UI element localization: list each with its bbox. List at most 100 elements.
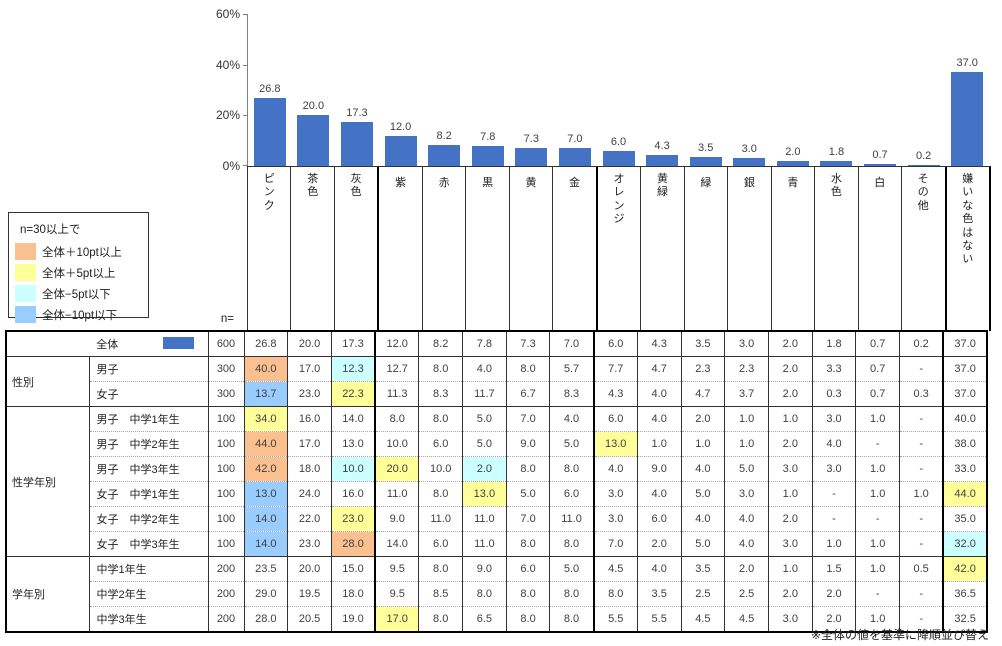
table-value-cell: 2.0 bbox=[680, 406, 726, 432]
table-row: 女子 中学1年生 100 13.0 24.0 16.0 11.0 8.0 13.0 5.0 6.0… bbox=[6, 481, 988, 507]
table-value-cell: 3.0 bbox=[811, 456, 857, 482]
table-value-cell: 3.3 bbox=[811, 356, 857, 382]
table-value-cell: 4.0 bbox=[680, 506, 726, 532]
table-value-cell: 7.0 bbox=[505, 406, 551, 432]
legend-items: 全体＋10pt以上 全体＋5pt以上 全体−5pt以下 全体−10pt以下 bbox=[9, 241, 148, 325]
table-value-cell: - bbox=[811, 481, 857, 507]
table-value-cell: - bbox=[855, 506, 901, 532]
table-value-cell: 23.0 bbox=[287, 381, 332, 407]
category-label: 金 bbox=[553, 167, 598, 331]
row-label-cell: 中学3年生 bbox=[88, 606, 209, 632]
table-value-cell: 2.3 bbox=[680, 356, 726, 382]
table-value-cell: - bbox=[811, 506, 857, 532]
table-value-cell: 1.0 bbox=[767, 406, 813, 432]
table-value-cell: 17.0 bbox=[287, 356, 332, 382]
table-value-cell: 8.3 bbox=[549, 381, 595, 407]
bar-value-label: 0.7 bbox=[872, 149, 888, 161]
table-value-cell: 14.0 bbox=[374, 531, 420, 557]
legend-swatch-plus5 bbox=[15, 264, 36, 281]
category-label-text: 灰色 bbox=[350, 173, 362, 199]
table-value-cell: 1.0 bbox=[855, 556, 901, 582]
table-value-cell: 3.7 bbox=[724, 381, 769, 407]
table-value-cell: 6.0 bbox=[636, 506, 682, 532]
row-label-cell: 男子 中学2年生 bbox=[88, 431, 209, 457]
table-value-cell: 20.5 bbox=[287, 606, 332, 632]
table-row: 女子 中学2年生 100 14.0 22.0 23.0 9.0 11.0 11.0 7.0 11.… bbox=[6, 506, 988, 532]
table-value-cell: - bbox=[899, 581, 945, 607]
table-value-cell: 8.0 bbox=[549, 606, 595, 632]
category-label: 銀 bbox=[728, 167, 772, 331]
table-value-cell: 4.0 bbox=[549, 406, 595, 432]
bar-value-label: 7.3 bbox=[523, 133, 539, 145]
category-label: 茶色 bbox=[291, 167, 335, 331]
table-value-cell: 1.0 bbox=[767, 481, 813, 507]
table-row: 女子 中学3年生 100 14.0 23.0 28.0 14.0 6.0 11.0 8.0 8.0… bbox=[6, 531, 988, 557]
category-label: 黄 bbox=[510, 167, 554, 331]
row-label-cell: 男子 中学3年生 bbox=[88, 456, 209, 482]
table-row: 中学3年生 200 28.0 20.5 19.0 17.0 8.0 6.5 8.0 8.0 5.5 5… bbox=[6, 606, 988, 632]
table-value-cell: 22.0 bbox=[287, 506, 332, 532]
n-value-cell: 100 bbox=[207, 406, 245, 432]
table-value-cell: 3.0 bbox=[593, 481, 638, 507]
table-value-cell: 34.0 bbox=[243, 406, 289, 432]
table-value-cell: - bbox=[899, 406, 945, 432]
table-value-cell: 1.0 bbox=[855, 481, 901, 507]
table-value-cell: 4.0 bbox=[724, 531, 769, 557]
table-value-cell: - bbox=[899, 456, 945, 482]
table-value-cell: 14.0 bbox=[243, 531, 289, 557]
category-label-text: 赤 bbox=[438, 177, 450, 189]
table-value-cell: 13.7 bbox=[243, 381, 289, 407]
table-value-cell: 2.0 bbox=[767, 356, 813, 382]
table-value-cell: 4.0 bbox=[636, 406, 682, 432]
y-axis-tick-mark bbox=[243, 64, 248, 66]
table-value-cell: 9.0 bbox=[462, 556, 507, 582]
bar bbox=[253, 98, 286, 166]
table-value-cell: 2.0 bbox=[724, 556, 769, 582]
table-value-cell: 1.0 bbox=[855, 456, 901, 482]
table-value-cell: 1.0 bbox=[855, 606, 901, 632]
table-value-cell: 0.5 bbox=[899, 556, 945, 582]
bar bbox=[428, 145, 461, 166]
table-value-cell: 28.0 bbox=[330, 531, 377, 557]
table-value-cell: 5.0 bbox=[462, 406, 507, 432]
table-value-cell: 3.0 bbox=[724, 330, 769, 357]
table-value-cell: - bbox=[899, 356, 945, 382]
bar-value-label: 17.3 bbox=[346, 107, 368, 119]
bar-value-label: 4.3 bbox=[654, 140, 670, 152]
table-value-cell: - bbox=[899, 431, 945, 457]
table-value-cell: 22.3 bbox=[330, 381, 377, 407]
category-label-text: オレンジ bbox=[613, 173, 625, 226]
n-value-cell: 100 bbox=[207, 531, 245, 557]
y-axis-tick-label: 0% bbox=[222, 159, 240, 173]
row-label-cell: 女子 中学1年生 bbox=[88, 481, 209, 507]
table-value-cell: 4.0 bbox=[811, 431, 857, 457]
table-value-cell: 4.0 bbox=[636, 381, 682, 407]
table-value-cell: 8.0 bbox=[549, 581, 595, 607]
table-row: 女子 300 13.7 23.0 22.3 11.3 8.3 11.7 6.7 8.3 4.3 4.0… bbox=[6, 381, 988, 407]
table-value-cell: 11.0 bbox=[374, 481, 420, 507]
table-value-cell: 2.0 bbox=[811, 581, 857, 607]
table-value-cell: 2.5 bbox=[680, 581, 726, 607]
table-value-cell: 24.0 bbox=[287, 481, 332, 507]
table-value-cell: 19.0 bbox=[330, 606, 377, 632]
category-label: 白 bbox=[859, 167, 903, 331]
legend-title: n=30以上で bbox=[20, 224, 81, 236]
table-value-cell: 23.5 bbox=[243, 556, 289, 582]
table-value-cell: 3.5 bbox=[680, 330, 726, 357]
n-value-cell: 300 bbox=[207, 381, 245, 407]
y-axis-tick-mark bbox=[243, 14, 248, 15]
table-value-cell: 28.0 bbox=[243, 606, 289, 632]
table-value-cell: 7.7 bbox=[593, 356, 638, 382]
table-value-cell: 5.7 bbox=[549, 356, 595, 382]
table-value-cell: 6.7 bbox=[505, 381, 551, 407]
table-value-cell: 3.0 bbox=[724, 481, 769, 507]
category-label: 嫌いな色はない bbox=[947, 167, 989, 331]
table-value-cell: 20.0 bbox=[374, 456, 420, 482]
table-value-cell: 42.0 bbox=[243, 456, 289, 482]
legend-item-label: 全体＋10pt以上 bbox=[42, 246, 122, 259]
row-label-cell: 中学1年生 bbox=[88, 556, 209, 582]
category-label: 黒 bbox=[466, 167, 510, 331]
table-row: 男子 中学2年生 100 44.0 17.0 13.0 10.0 6.0 5.0 9.0 5.0 1… bbox=[6, 431, 988, 457]
category-label-text: 金 bbox=[569, 177, 581, 189]
